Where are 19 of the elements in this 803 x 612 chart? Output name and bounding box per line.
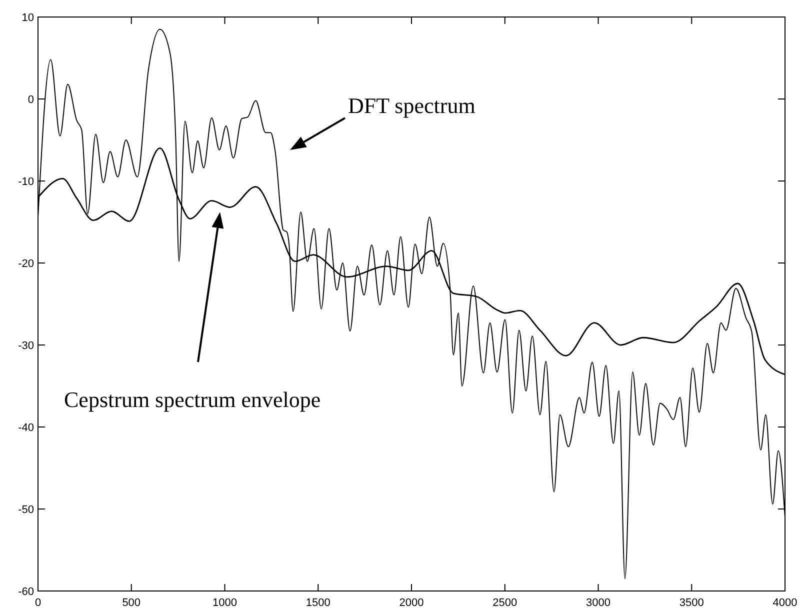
y-tick-label: -40	[18, 422, 34, 434]
y-tick-label: 0	[28, 94, 34, 106]
x-tick-label: 500	[122, 597, 141, 609]
annotation: DFT spectrum	[348, 93, 476, 118]
x-tick-label: 4000	[772, 597, 798, 609]
x-tick-label: 0	[34, 597, 42, 609]
y-tick-label: -60	[18, 586, 34, 598]
y-tick-label: 10	[22, 12, 34, 24]
y-tick-label: -30	[18, 340, 34, 352]
y-tick-label: -20	[18, 258, 34, 270]
y-tick-label: -50	[18, 504, 34, 516]
x-tick-label: 2500	[492, 597, 518, 609]
x-tick-label: 3500	[679, 597, 704, 609]
y-tick-label: -10	[18, 176, 34, 188]
x-tick-label: 1500	[306, 597, 330, 609]
x-tick-label: 2000	[399, 597, 424, 609]
annotation: Cepstrum spectrum envelope	[64, 387, 321, 412]
x-tick-label: 3000	[586, 597, 610, 609]
x-tick-label: 1000	[212, 597, 237, 609]
